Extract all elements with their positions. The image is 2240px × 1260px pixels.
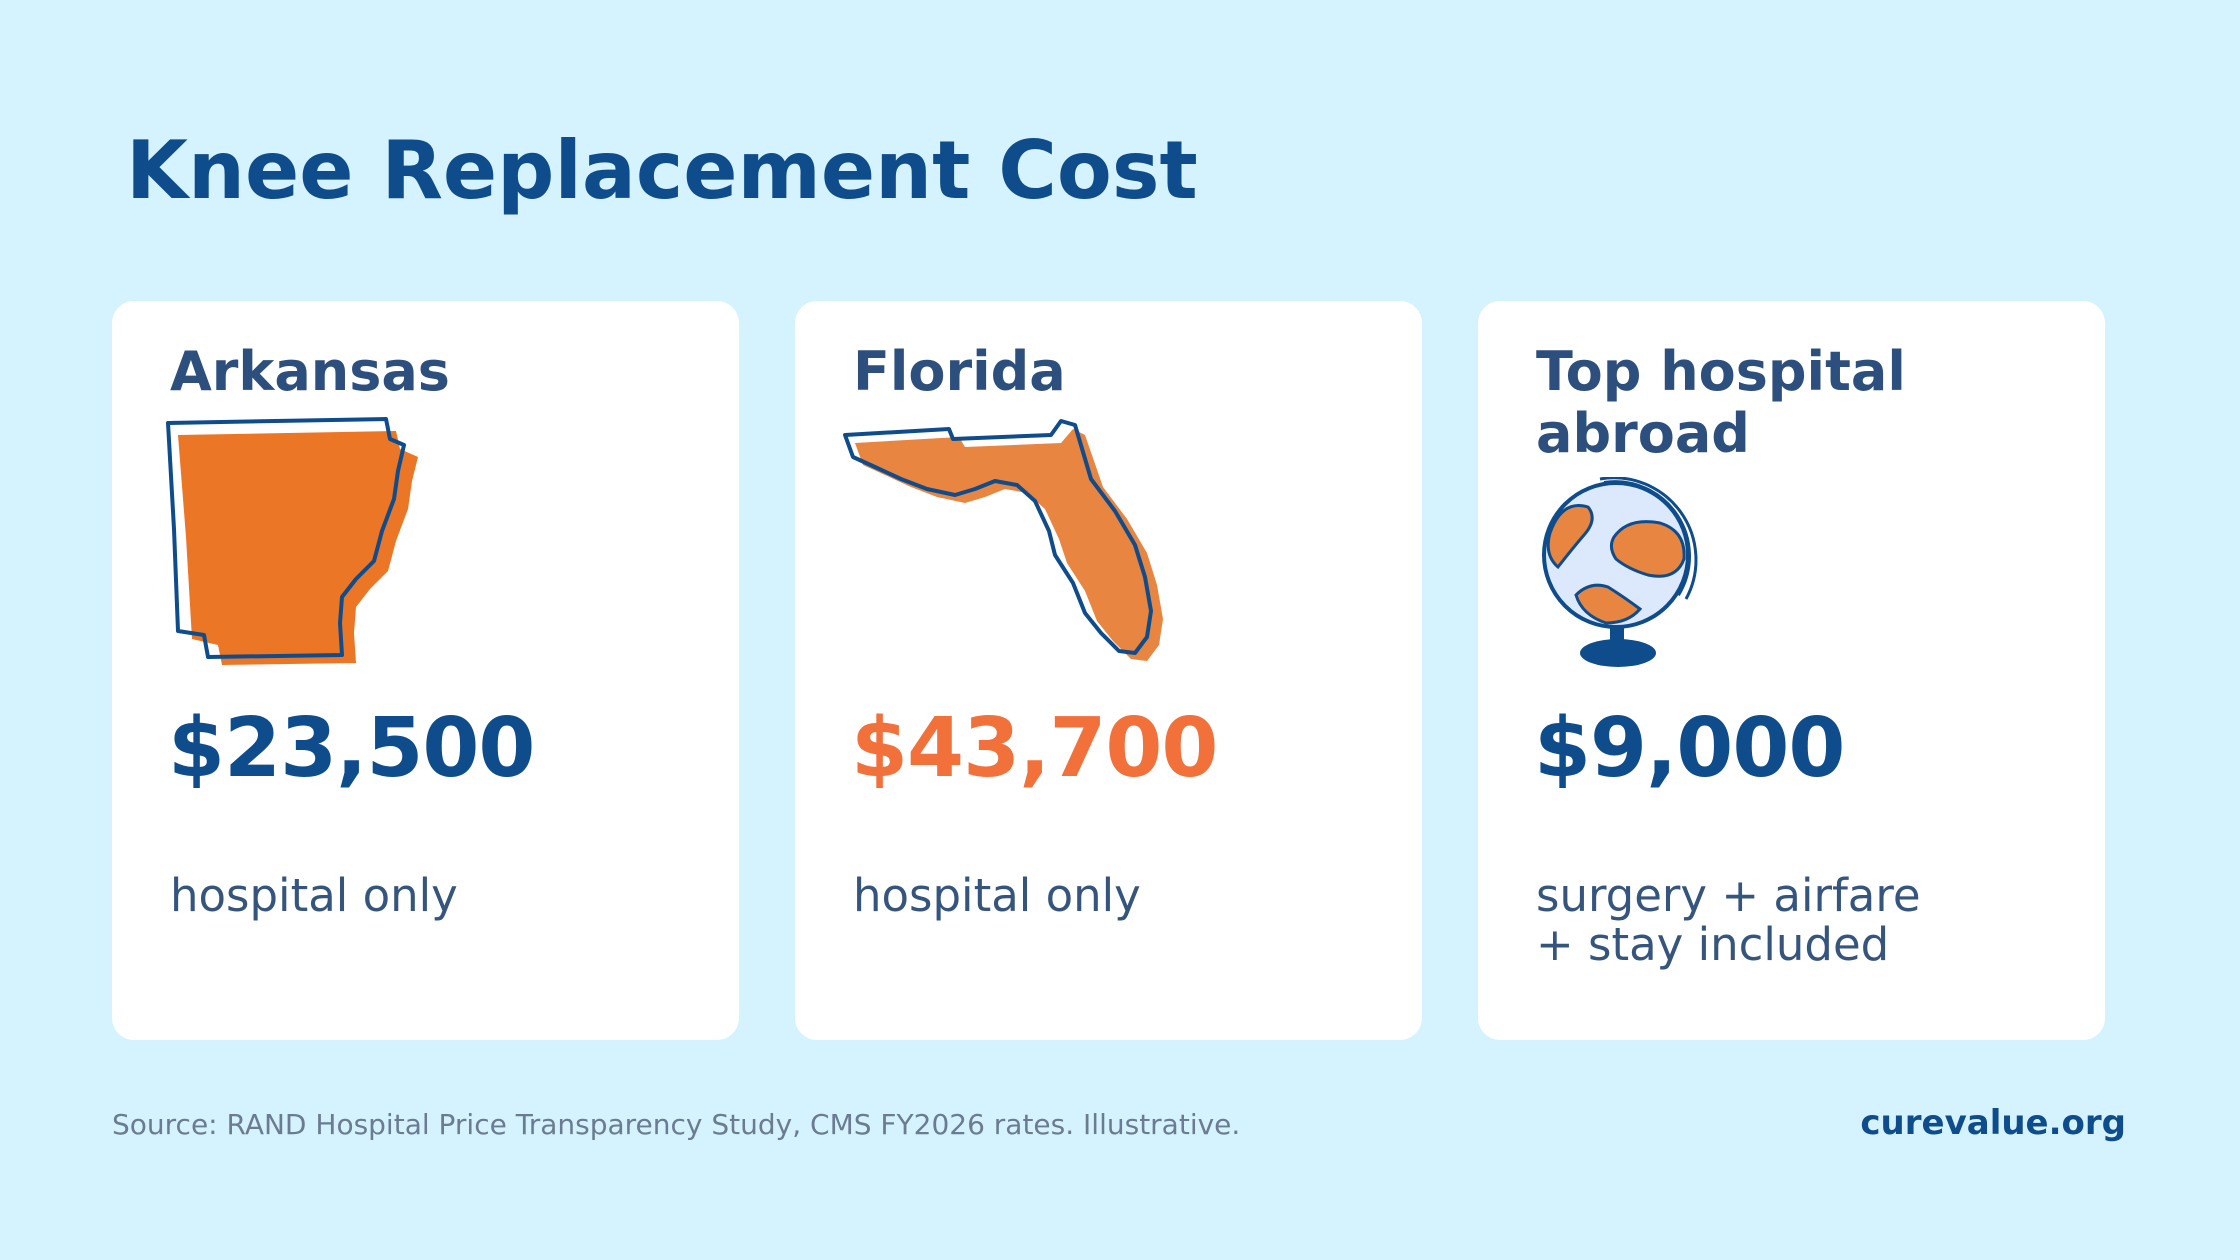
site-link[interactable]: curevalue.org	[1860, 1103, 2126, 1143]
cost-card-arkansas: Arkansas $23,500 hospital only	[112, 301, 739, 1040]
arkansas-map-icon	[160, 413, 440, 673]
florida-map-icon	[841, 413, 1181, 673]
page-title: Knee Replacement Cost	[126, 124, 1198, 217]
globe-icon	[1536, 476, 1736, 677]
price-note: surgery + airfare + stay included	[1536, 869, 1921, 971]
price-value: $23,500	[168, 701, 535, 796]
price-note: hospital only	[853, 869, 1141, 922]
card-heading: Florida	[853, 340, 1066, 403]
cost-card-abroad: Top hospital abroad $9,000 surgery + air…	[1478, 301, 2105, 1040]
cost-card-florida: Florida $43,700 hospital only	[795, 301, 1422, 1040]
source-note: Source: RAND Hospital Price Transparency…	[112, 1108, 1241, 1141]
price-value: $9,000	[1534, 701, 1845, 796]
price-note: hospital only	[170, 869, 458, 922]
card-heading: Top hospital abroad	[1536, 340, 1906, 465]
card-heading: Arkansas	[170, 340, 450, 403]
price-value: $43,700	[851, 701, 1218, 796]
